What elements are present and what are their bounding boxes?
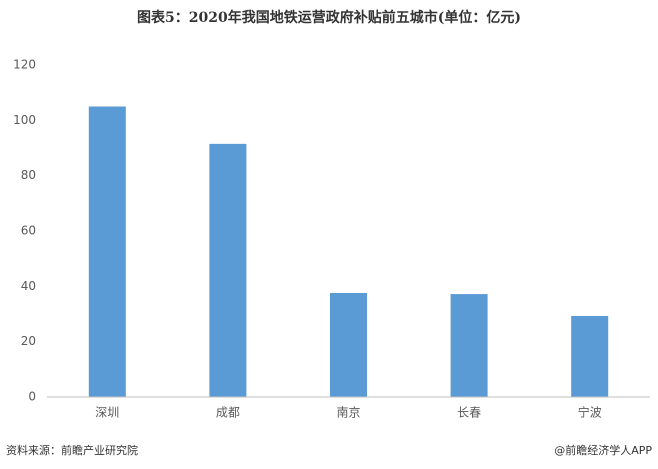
y-tick-label: 100: [13, 113, 36, 127]
y-tick-label: 60: [21, 224, 36, 238]
x-tick-label: 深圳: [95, 406, 119, 420]
bar: [571, 315, 609, 397]
y-tick-label: 40: [21, 279, 36, 293]
credit-note: @前瞻经济学人APP: [554, 443, 652, 457]
x-tick-label: 长春: [457, 406, 481, 420]
bar: [450, 294, 488, 397]
x-tick-label: 宁波: [578, 405, 602, 420]
bar: [209, 143, 247, 397]
bar: [330, 292, 367, 397]
y-tick-label: 20: [21, 334, 36, 348]
x-tick-label: 成都: [216, 406, 240, 420]
source-note: 资料来源：前瞻产业研究院: [6, 443, 138, 457]
bar: [88, 106, 126, 397]
x-tick-label: 南京: [336, 405, 360, 420]
y-tick-label: 80: [21, 168, 36, 182]
y-tick-label: 0: [28, 390, 36, 404]
chart-title: 图表5：2020年我国地铁运营政府补贴前五城市(单位：亿元): [137, 9, 521, 26]
y-tick-label: 120: [13, 58, 36, 72]
